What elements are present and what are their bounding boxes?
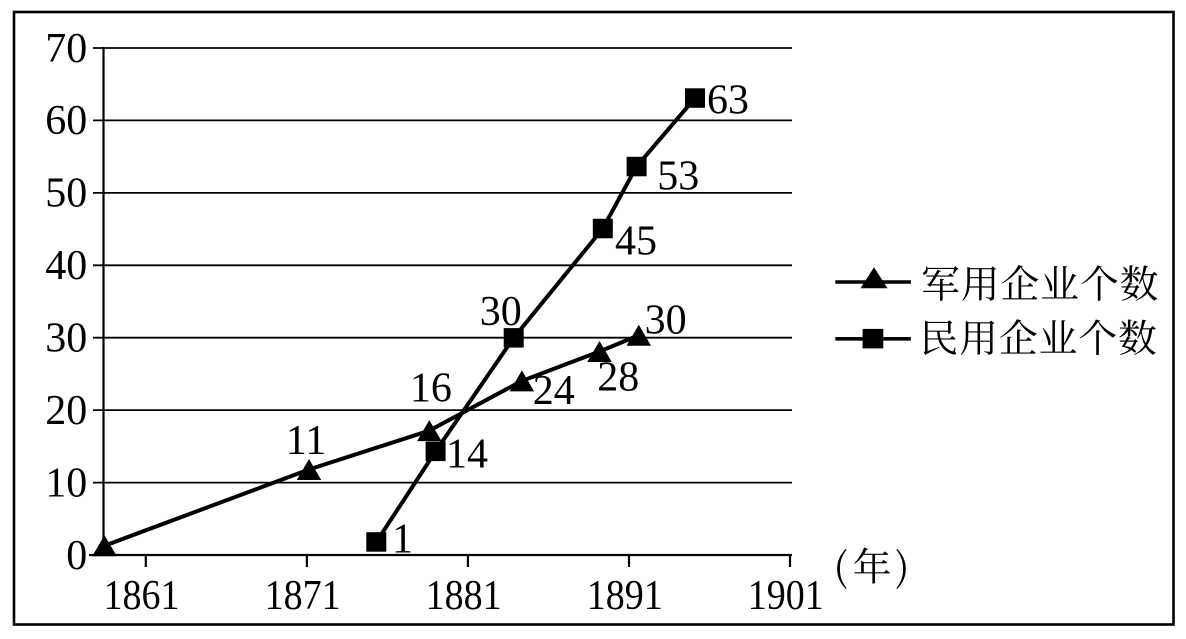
svg-text:1881: 1881 <box>426 573 502 619</box>
svg-text:45: 45 <box>615 219 657 265</box>
svg-text:24: 24 <box>533 368 575 414</box>
svg-text:60: 60 <box>45 98 87 144</box>
svg-text:30: 30 <box>645 297 687 343</box>
svg-text:1: 1 <box>392 517 413 563</box>
svg-text:30: 30 <box>480 289 522 335</box>
svg-text:1871: 1871 <box>265 573 341 619</box>
svg-text:14: 14 <box>446 431 488 477</box>
svg-text:28: 28 <box>597 354 639 400</box>
svg-text:11: 11 <box>286 418 326 464</box>
svg-text:1891: 1891 <box>587 573 663 619</box>
svg-text:53: 53 <box>657 154 699 200</box>
svg-text:1861: 1861 <box>104 573 180 619</box>
svg-text:0: 0 <box>66 533 87 579</box>
svg-text:40: 40 <box>45 243 87 289</box>
svg-text:50: 50 <box>45 171 87 217</box>
svg-text:63: 63 <box>707 77 749 123</box>
svg-text:30: 30 <box>45 316 87 362</box>
svg-text:1901: 1901 <box>748 573 824 619</box>
svg-text:10: 10 <box>45 460 87 506</box>
svg-text:16: 16 <box>410 365 452 411</box>
svg-text:20: 20 <box>45 388 87 434</box>
svg-text:70: 70 <box>45 26 87 72</box>
